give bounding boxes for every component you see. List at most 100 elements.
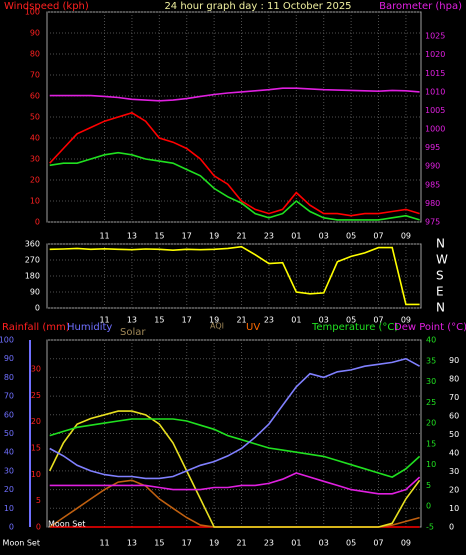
y4-tick-label: 20 [449, 485, 459, 494]
y-tick-label: 100 [0, 336, 14, 345]
y-tick-label: 90 [30, 29, 40, 38]
y-tick-label: 0 [35, 304, 40, 313]
y-tick-label: 180 [25, 272, 40, 281]
y-tick-label: 20 [30, 176, 40, 185]
x-tick-label: 13 [127, 539, 137, 548]
x-tick-label: 05 [346, 232, 356, 241]
y4-tick-label: 80 [449, 374, 459, 383]
y3-tick-label: 5 [36, 496, 41, 505]
x-tick-label: 11 [99, 316, 109, 325]
x-tick-label: 17 [182, 316, 192, 325]
y2-tick-label: W [436, 253, 448, 267]
x-tick-label: 09 [401, 232, 411, 241]
y2-tick-label: S [436, 269, 444, 283]
x-tick-label: 19 [209, 232, 219, 241]
y-tick-label: 60 [30, 92, 40, 101]
x-tick-label: 07 [373, 232, 383, 241]
x-tick-label: 17 [182, 232, 192, 241]
y-tick-label: 360 [25, 240, 40, 249]
x-tick-label: 23 [264, 539, 274, 548]
series-line [49, 472, 421, 495]
series-line [49, 111, 420, 217]
y2-tick-label: 5 [426, 481, 431, 490]
y2-tick-label: 985 [425, 180, 440, 189]
y4-tick-label: 90 [449, 356, 459, 365]
y2-tick-label: 35 [426, 356, 436, 365]
y4-tick-label: 30 [449, 467, 459, 476]
axis-label: Humidity [67, 322, 112, 333]
y2-tick-label: 1010 [425, 87, 445, 96]
y2-tick-label: 975 [425, 218, 440, 227]
y2-tick-label: -5 [426, 523, 434, 532]
y-tick-label: 0 [35, 218, 40, 227]
y-tick-label: 10 [4, 504, 14, 513]
x-tick-label: 19 [209, 539, 219, 548]
y-tick-label: 20 [4, 485, 14, 494]
y2-tick-label: 995 [425, 143, 440, 152]
x-tick-label: 13 [127, 316, 137, 325]
y-tick-label: 40 [30, 134, 40, 143]
x-tick-label: 03 [319, 539, 329, 548]
y-tick-label: 0 [9, 523, 14, 532]
y2-tick-label: 1020 [425, 50, 445, 59]
y-tick-label: 100 [25, 8, 40, 17]
chart-title: 24 hour graph day : 11 October 2025 [164, 1, 351, 12]
axis-label: Solar [120, 327, 146, 338]
y-tick-label: 50 [4, 429, 14, 438]
x-tick-label: 15 [154, 539, 164, 548]
series-line [48, 410, 421, 528]
y2-tick-label: 990 [425, 162, 440, 171]
axis-label: Dew Point (°C) [394, 322, 466, 333]
y2-tick-label: 1005 [425, 106, 445, 115]
y3-tick-label: 15 [31, 443, 41, 452]
x-tick-label: 11 [99, 539, 109, 548]
x-tick-label: 19 [209, 316, 219, 325]
x-tick-label: 13 [127, 232, 137, 241]
series-line [49, 418, 421, 478]
series-line [49, 357, 420, 480]
y2-tick-label: 25 [426, 398, 436, 407]
y-tick-label: 50 [30, 113, 40, 122]
x-tick-label: 01 [291, 316, 301, 325]
y2-tick-label: N [436, 237, 445, 251]
y-tick-label: 10 [30, 197, 40, 206]
x-tick-label: 09 [401, 539, 411, 548]
y2-tick-label: 1000 [425, 125, 445, 134]
y4-tick-label: 60 [449, 411, 459, 420]
x-tick-label: 09 [401, 316, 411, 325]
x-tick-label: 07 [373, 316, 383, 325]
x-tick-label: 05 [346, 316, 356, 325]
x-tick-label: 21 [236, 316, 246, 325]
y4-tick-label: 70 [449, 393, 459, 402]
y2-tick-label: 0 [426, 502, 431, 511]
x-tick-label: 03 [319, 232, 329, 241]
axis-label: Rainfall (mm) [2, 322, 70, 333]
y2-tick-label: 15 [426, 439, 436, 448]
x-tick-label: 17 [182, 539, 192, 548]
y-axis-label: Windspeed (kph) [4, 1, 89, 12]
x-tick-label: 01 [291, 539, 301, 548]
y3-tick-label: 0 [36, 523, 41, 532]
y4-tick-label: 0 [449, 523, 454, 532]
axis-label: AQI [210, 322, 224, 331]
y3-tick-label: 20 [31, 417, 41, 426]
y3-tick-label: 25 [31, 391, 41, 400]
x-tick-label: 01 [291, 232, 301, 241]
x-tick-label: 23 [264, 232, 274, 241]
y-tick-label: 70 [30, 71, 40, 80]
x-tick-label: 05 [346, 539, 356, 548]
series-line [49, 87, 420, 102]
y-tick-label: 40 [4, 448, 14, 457]
axis-label: Temperature (°C) [311, 322, 398, 333]
y2-tick-label: 1015 [425, 69, 445, 78]
series-line [49, 151, 420, 221]
y-tick-label: 90 [30, 288, 40, 297]
y-tick-label: 30 [4, 466, 14, 475]
y-tick-label: 80 [4, 373, 14, 382]
y-tick-label: 270 [25, 256, 40, 265]
y-tick-label: 70 [4, 392, 14, 401]
series-line [49, 245, 420, 306]
y2-axis-label: Barometer (hpa) [379, 1, 462, 12]
x-tick-label: 07 [373, 539, 383, 548]
